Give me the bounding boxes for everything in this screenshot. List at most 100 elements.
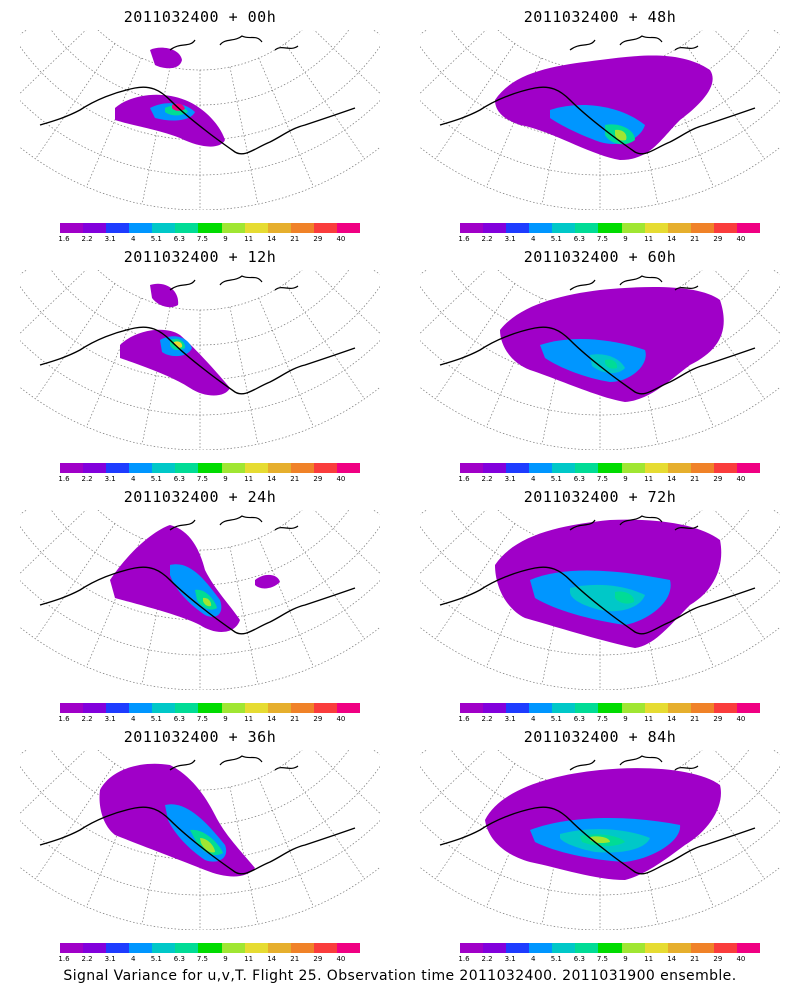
colorbar-cell — [483, 223, 507, 233]
colorbar-label: 3.1 — [104, 235, 116, 243]
colorbar-label: 6.3 — [173, 955, 185, 963]
colorbar-label: 1.6 — [58, 235, 70, 243]
colorbar-label: 5.1 — [150, 715, 162, 723]
colorbar-cell — [690, 223, 714, 233]
variance-field — [115, 47, 225, 147]
colorbar-label: 29 — [713, 475, 723, 483]
colorbar-label: 3.1 — [504, 235, 516, 243]
colorbar-label: 6.3 — [573, 475, 585, 483]
forecast-panel: 2011032400 + 60h 1.6 2.2 3.1 4 5.1 6.3 7.5 9 11 14… — [400, 240, 800, 483]
colorbar-cell — [483, 943, 507, 953]
colorbar-label: 11 — [244, 235, 254, 243]
polar-map — [420, 750, 780, 930]
colorbar-cell — [106, 703, 130, 713]
colorbar-labels: 1.6 2.2 3.1 4 5.1 6.3 7.5 9 11 14 21 29 40 — [458, 955, 760, 965]
colorbar-label: 14 — [267, 475, 277, 483]
colorbar-label: 21 — [690, 235, 700, 243]
colorbar-label: 1.6 — [458, 475, 470, 483]
colorbar-label: 14 — [667, 715, 677, 723]
colorbar-cell — [152, 703, 176, 713]
colorbar-cell — [83, 703, 107, 713]
colorbar-cell — [60, 223, 84, 233]
colorbar-label: 4 — [130, 955, 136, 963]
polar-map — [20, 750, 380, 930]
colorbar-label: 11 — [244, 475, 254, 483]
colorbar-label: 3.1 — [104, 955, 116, 963]
colorbar-cell — [60, 463, 84, 473]
forecast-panel: 2011032400 + 36h 1.6 2.2 3.1 4 5.1 6.3 7.5 9 11 14… — [0, 720, 400, 963]
colorbar-label: 29 — [713, 235, 723, 243]
variance-field — [99, 763, 255, 877]
colorbar-cell — [221, 943, 245, 953]
coastline — [439, 86, 756, 155]
colorbar-labels: 1.6 2.2 3.1 4 5.1 6.3 7.5 9 11 14 21 29 40 — [458, 715, 760, 725]
colorbar-cell — [129, 463, 153, 473]
coastline — [39, 326, 356, 395]
arctic-islands — [569, 755, 699, 771]
colorbar-label: 40 — [336, 955, 346, 963]
colorbar-label: 21 — [690, 715, 700, 723]
colorbar-label: 4 — [530, 235, 536, 243]
colorbar-cell — [198, 943, 222, 953]
colorbar-label: 6.3 — [573, 235, 585, 243]
colorbar-cell — [575, 463, 599, 473]
colorbar-cell — [83, 943, 107, 953]
colorbar-label: 9 — [223, 715, 228, 723]
colorbar-cell — [60, 943, 84, 953]
colorbar-label: 7.5 — [196, 955, 209, 963]
colorbar-labels: 1.6 2.2 3.1 4 5.1 6.3 7.5 9 11 14 21 29 40 — [58, 955, 360, 965]
colorbar-cell — [290, 463, 314, 473]
panel-title: 2011032400 + 36h — [123, 728, 277, 746]
colorbar-label: 9 — [223, 235, 228, 243]
colorbar-label: 2.2 — [81, 475, 93, 483]
colorbar-label: 4 — [530, 475, 536, 483]
colorbar-cell — [529, 943, 553, 953]
colorbar-cell — [713, 943, 737, 953]
colorbar-cell — [621, 943, 645, 953]
colorbar-cell — [713, 223, 737, 233]
coastline — [39, 86, 356, 155]
colorbar-label: 21 — [690, 475, 700, 483]
colorbar-cell — [221, 463, 245, 473]
colorbar-labels: 1.6 2.2 3.1 4 5.1 6.3 7.5 9 11 14 21 29 40 — [58, 715, 360, 725]
colorbar-label: 14 — [267, 955, 277, 963]
colorbar-cell — [529, 703, 553, 713]
colorbar-cell — [460, 703, 484, 713]
colorbar-cell — [83, 223, 107, 233]
arctic-islands — [169, 35, 299, 51]
colorbar-cell — [244, 943, 268, 953]
colorbar — [460, 703, 761, 713]
colorbar-cell — [598, 703, 622, 713]
colorbar-label: 29 — [313, 715, 323, 723]
colorbar-label: 5.1 — [550, 715, 562, 723]
polar-map — [20, 270, 380, 450]
arctic-islands — [569, 275, 699, 291]
arctic-islands — [569, 515, 699, 531]
variance-field — [120, 283, 230, 396]
colorbar — [460, 463, 761, 473]
colorbar-label: 3.1 — [504, 475, 516, 483]
colorbar-label: 29 — [713, 715, 723, 723]
colorbar-label: 9 — [623, 955, 628, 963]
colorbar-label: 21 — [290, 715, 300, 723]
colorbar-label: 7.5 — [596, 715, 609, 723]
colorbar-label: 5.1 — [150, 955, 162, 963]
variance-field — [485, 768, 721, 880]
colorbar-label: 7.5 — [596, 475, 609, 483]
colorbar-cell — [690, 703, 714, 713]
colorbar — [460, 943, 761, 953]
colorbar-label: 7.5 — [196, 715, 209, 723]
colorbar-cell — [506, 703, 530, 713]
colorbar-labels: 1.6 2.2 3.1 4 5.1 6.3 7.5 9 11 14 21 29 40 — [458, 475, 760, 485]
polar-map — [20, 510, 380, 690]
colorbar-cell — [267, 943, 291, 953]
colorbar-label: 14 — [267, 715, 277, 723]
colorbar-cell — [575, 223, 599, 233]
colorbar-label: 1.6 — [458, 955, 470, 963]
panel-title: 2011032400 + 12h — [123, 248, 277, 266]
colorbar-cell — [621, 463, 645, 473]
colorbar-label: 14 — [667, 955, 677, 963]
colorbar-cell — [667, 943, 691, 953]
colorbar-cell — [290, 943, 314, 953]
polar-map — [420, 270, 780, 450]
